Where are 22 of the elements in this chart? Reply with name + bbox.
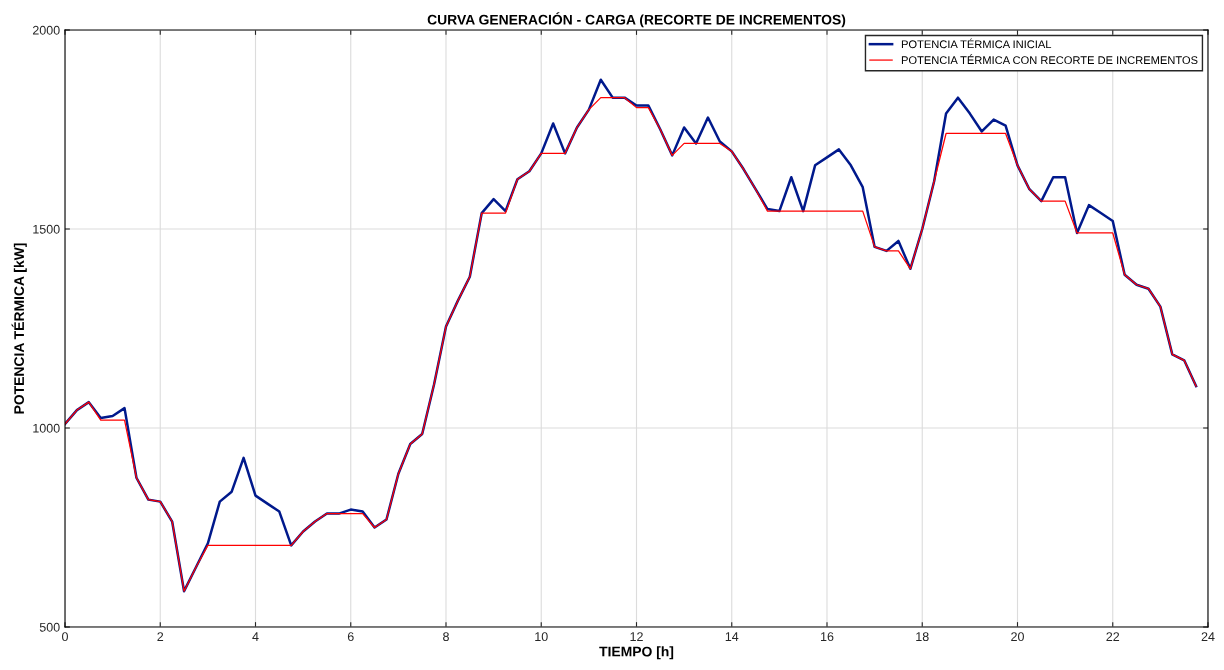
x-tick-label: 20 <box>1011 632 1024 642</box>
y-tick-label: 500 <box>39 622 60 632</box>
x-tick-label: 16 <box>821 632 834 642</box>
x-tick-label: 4 <box>252 632 259 641</box>
chart-title: CURVA GENERACIÓN - CARGA (RECORTE DE INCREMENTOS) <box>427 12 846 28</box>
x-axis-title: TIEMPO [h] <box>599 646 674 660</box>
x-tick-label: 0 <box>62 632 68 642</box>
y-axis-title: POTENCIA TÉRMICA [kW] <box>11 243 27 414</box>
x-tick-label: 22 <box>1106 632 1120 641</box>
x-tick-label: 12 <box>630 632 643 641</box>
legend-label: POTENCIA TÉRMICA CON RECORTE DE INCREMENTOS <box>901 54 1198 65</box>
x-tick-label: 18 <box>916 632 929 642</box>
legend-label: POTENCIA TÉRMICA INICIAL <box>901 38 1052 49</box>
x-tick-label: 2 <box>157 632 164 641</box>
x-tick-label: 6 <box>347 632 354 642</box>
y-tick-label: 1000 <box>33 423 60 433</box>
x-tick-label: 8 <box>443 632 449 642</box>
x-tick-label: 24 <box>1201 632 1215 641</box>
y-tick-label: 2000 <box>32 25 60 35</box>
y-tick-label: 1500 <box>33 224 60 234</box>
x-tick-label: 10 <box>535 632 548 642</box>
x-tick-label: 14 <box>725 632 739 641</box>
